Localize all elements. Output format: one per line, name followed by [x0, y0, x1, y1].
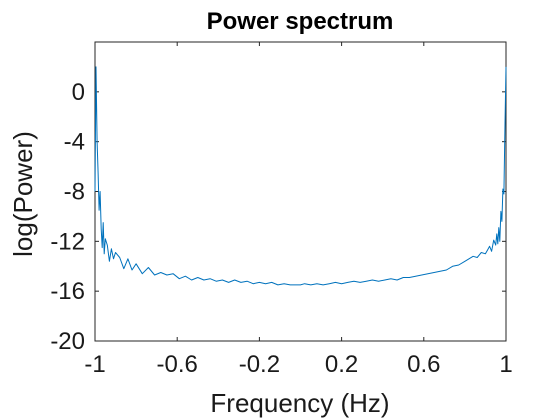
y-tick-label: -16 — [50, 278, 85, 305]
chart-title: Power spectrum — [207, 8, 394, 35]
y-tick-label: -8 — [64, 179, 85, 206]
x-tick-label: -0.2 — [239, 351, 280, 378]
x-tick-label: 0.6 — [407, 351, 440, 378]
y-axis-label: log(Power) — [8, 131, 38, 257]
y-tick-label: -12 — [50, 228, 85, 255]
plot-area: -1 -0.6 -0.2 0.2 0.6 1 -20 -16 -12 -8 -4 0 — [50, 41, 513, 378]
x-tick-label: -0.6 — [157, 351, 198, 378]
y-tick-label: -4 — [64, 129, 85, 156]
x-tick-label: 1 — [499, 351, 512, 378]
x-tick-label: -1 — [84, 351, 105, 378]
x-axis-label: Frequency (Hz) — [210, 388, 389, 418]
y-tick-label: 0 — [72, 79, 85, 106]
spectrum-line — [94, 66, 507, 286]
y-tick-label: -20 — [50, 328, 85, 355]
x-tick-label: 0.2 — [325, 351, 358, 378]
